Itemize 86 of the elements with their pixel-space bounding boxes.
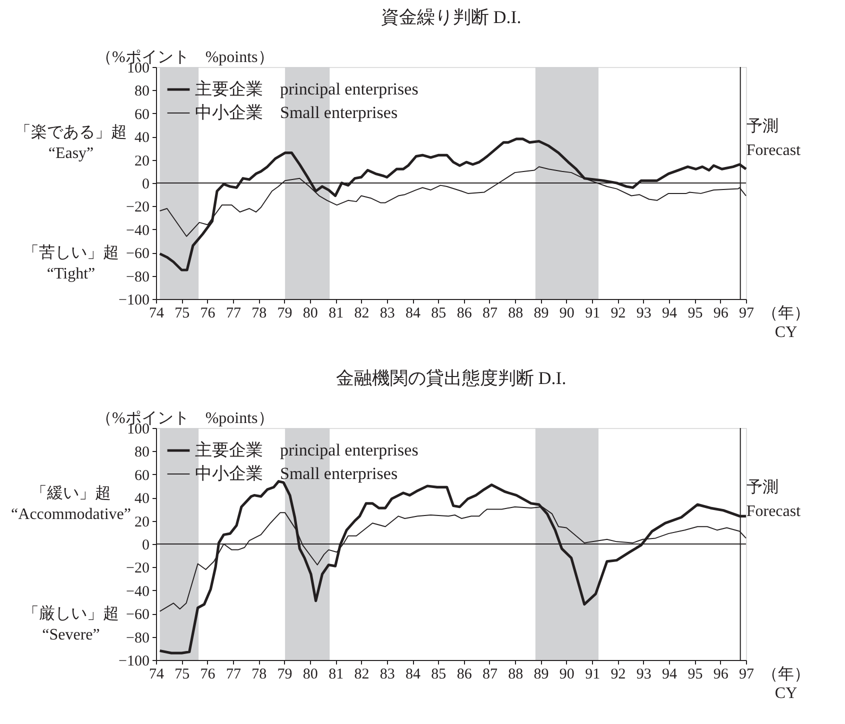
text: “Accommodative” xyxy=(11,506,131,523)
y-tick-label: 60 xyxy=(134,106,150,123)
y-tick-label: −80 xyxy=(126,269,150,286)
y-tick-label: 20 xyxy=(134,514,150,530)
legend-label: 中小企業 Small enterprises xyxy=(195,103,398,122)
x-axis-title: （年） CY xyxy=(762,666,810,702)
y-tick-label: 0 xyxy=(142,176,150,192)
x-tick-label: 83 xyxy=(380,666,395,682)
x-tick-label: 84 xyxy=(406,306,422,322)
y-tick-label: 20 xyxy=(134,153,150,170)
ref-line-label: 予測 Forecast xyxy=(746,478,802,520)
x-tick-label: 87 xyxy=(482,666,498,682)
x-tick-label: 93 xyxy=(636,306,652,322)
y-tick-label: 60 xyxy=(134,468,150,484)
x-tick-label: 92 xyxy=(610,666,626,682)
y-tick-label: −40 xyxy=(126,222,150,239)
x-tick-label: 78 xyxy=(252,306,267,322)
x-tick-label: 85 xyxy=(431,666,446,682)
x-tick-label: 75 xyxy=(174,306,190,322)
y-tick-label: −80 xyxy=(126,630,150,646)
x-axis-title: （年） CY xyxy=(762,305,810,341)
text: 「緩い」超 xyxy=(31,484,111,502)
x-tick-label: 86 xyxy=(456,666,472,682)
y-tick-label: 80 xyxy=(134,84,150,100)
x-tick-label: 87 xyxy=(482,306,498,322)
x-tick-label: 79 xyxy=(277,666,292,682)
x-tick-label: 81 xyxy=(328,666,344,682)
x-tick-label: 84 xyxy=(406,666,422,682)
x-tick-label: 83 xyxy=(380,306,395,322)
y-tick-label: −100 xyxy=(118,292,150,308)
x-tick-label: 94 xyxy=(662,666,678,682)
x-tick-label: 96 xyxy=(713,666,729,682)
y-tick-label: 80 xyxy=(134,444,150,461)
chart-title: 資金繰り判断 D.I. xyxy=(380,7,522,27)
y-tick-label: −20 xyxy=(126,560,150,577)
chart-title: 金融機関の貸出態度判断 D.I. xyxy=(336,368,566,388)
y-tick-label: 40 xyxy=(134,130,150,146)
x-tick-label: 76 xyxy=(200,306,216,322)
x-tick-label: 77 xyxy=(226,666,242,682)
y-tick-label: −60 xyxy=(126,246,150,262)
ref-line-label: 予測 Forecast xyxy=(746,117,802,160)
text: 「楽である」超 xyxy=(15,122,127,141)
x-tick-label: 82 xyxy=(354,666,370,682)
x-tick-label: 89 xyxy=(534,666,549,682)
y-tick-label: 40 xyxy=(134,491,150,508)
x-tick-label: 97 xyxy=(739,666,754,682)
y-tick-label: −20 xyxy=(126,200,150,216)
x-tick-label: 78 xyxy=(252,666,267,682)
text: “Tight” xyxy=(46,265,96,282)
x-tick-label: 93 xyxy=(636,666,652,682)
x-tick-label: 88 xyxy=(508,666,524,682)
x-tick-label: 79 xyxy=(277,306,292,322)
x-tick-label: 74 xyxy=(149,306,164,322)
y-tick-label: −100 xyxy=(118,654,150,670)
y-tick-label: −40 xyxy=(126,584,150,600)
legend-label: 主要企業 principal enterprises xyxy=(195,440,418,460)
x-tick-label: 82 xyxy=(354,306,370,322)
x-tick-label: 95 xyxy=(688,666,703,682)
text: 「厳しい」超 xyxy=(23,604,119,623)
text: “Severe” xyxy=(42,626,100,644)
x-tick-label: 90 xyxy=(559,306,574,322)
x-tick-label: 86 xyxy=(456,306,472,322)
x-tick-label: 95 xyxy=(688,306,703,322)
x-tick-label: 88 xyxy=(508,306,524,322)
text: 「苦しい」超 xyxy=(23,244,119,262)
x-tick-label: 92 xyxy=(610,306,626,322)
text: “Easy” xyxy=(48,144,94,162)
y-tick-label: 0 xyxy=(142,538,150,554)
x-tick-label: 80 xyxy=(302,306,318,322)
x-tick-label: 97 xyxy=(739,306,754,322)
x-tick-label: 96 xyxy=(713,306,729,322)
x-tick-label: 91 xyxy=(585,666,600,682)
x-tick-label: 91 xyxy=(585,306,600,322)
x-tick-label: 77 xyxy=(226,306,242,322)
x-tick-label: 74 xyxy=(149,666,164,682)
x-tick-label: 81 xyxy=(328,306,344,322)
legend-label: 中小企業 Small enterprises xyxy=(195,464,398,483)
legend-label: 主要企業 principal enterprises xyxy=(195,80,418,98)
y-tick-label: −60 xyxy=(126,607,150,624)
x-tick-label: 94 xyxy=(662,306,678,322)
x-tick-label: 80 xyxy=(302,666,318,682)
x-tick-label: 85 xyxy=(431,306,446,322)
x-tick-label: 89 xyxy=(534,306,549,322)
x-tick-label: 76 xyxy=(200,666,216,682)
x-tick-label: 75 xyxy=(174,666,190,682)
x-tick-label: 90 xyxy=(559,666,574,682)
